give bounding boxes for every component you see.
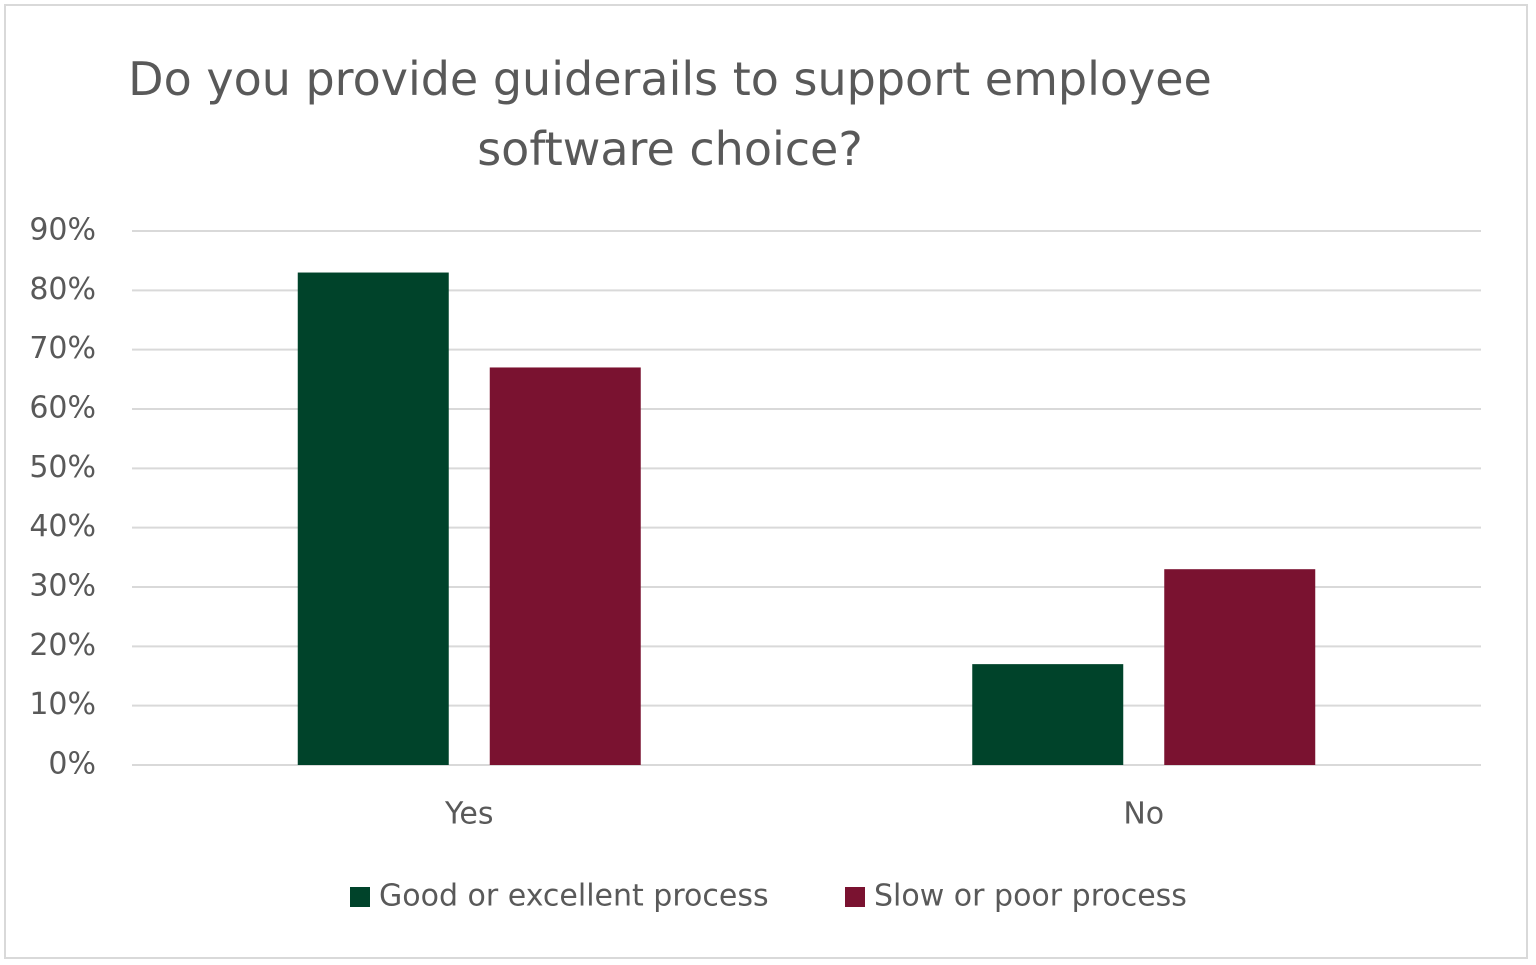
y-tick-label: 80%	[29, 272, 96, 307]
bar	[297, 272, 449, 765]
y-tick-label: 20%	[29, 628, 96, 663]
y-tick-label: 10%	[29, 687, 96, 722]
y-tick-label: 90%	[29, 213, 96, 248]
y-tick-label: 50%	[29, 450, 96, 485]
bar	[489, 367, 641, 765]
bar	[1164, 569, 1316, 765]
legend-swatch	[845, 887, 865, 907]
legend-label: Good or excellent process	[379, 879, 769, 914]
y-tick-label: 0%	[48, 747, 96, 782]
x-tick-label: No	[1123, 797, 1164, 832]
y-tick-label: 40%	[29, 509, 96, 544]
y-tick-label: 60%	[29, 391, 96, 426]
x-tick-label: Yes	[444, 797, 493, 832]
y-tick-label: 70%	[29, 331, 96, 366]
legend-swatch	[350, 887, 370, 907]
chart-frame	[4, 4, 1528, 959]
legend-label: Slow or poor process	[874, 879, 1187, 914]
y-tick-label: 30%	[29, 569, 96, 604]
bar	[972, 664, 1124, 765]
chart-title: Do you provide guiderails to support emp…	[128, 52, 1212, 176]
